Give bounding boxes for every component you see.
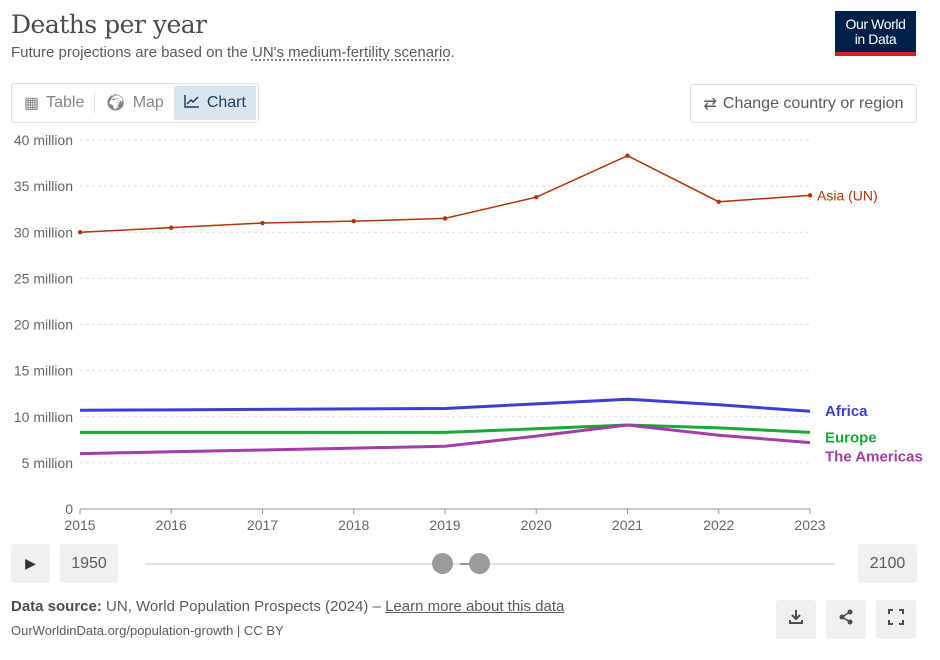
y-tick-label: 35 million [14,178,73,194]
tab-label: Map [132,94,164,111]
data-point [351,218,356,224]
data-point [716,199,721,205]
timeline-start-handle[interactable] [432,553,453,574]
y-tick-label: 40 million [14,132,73,148]
subtitle-text: Future projections are based on the [11,44,252,61]
series-label: Europe [825,429,877,446]
download-button[interactable] [776,600,816,639]
series-label: The Americas [825,449,923,466]
tab-label: Table [46,94,85,111]
series-label: Africa [825,403,868,420]
owid-logo[interactable]: Our World in Data [835,11,916,56]
globe-icon: 🌍︎ [105,95,126,112]
line-chart: 0 5 million 10 million 15 million 20 million… [14,132,923,533]
share-button[interactable] [826,600,866,639]
line-chart-icon [184,94,200,113]
x-tick-label: 2019 [429,517,460,533]
table-icon: ▦ [24,95,40,112]
series-line-africa [79,397,811,413]
fullscreen-button[interactable] [876,600,916,639]
share-icon [838,609,854,630]
end-year-button[interactable]: 2100 [858,544,917,583]
y-tick-label: 0 [65,501,73,517]
series-label: Asia (UN) [817,187,878,203]
play-button[interactable]: ▶ [11,544,50,583]
series-line-the-americas [79,423,811,456]
x-tick-label: 2017 [247,517,278,533]
x-tick-label: 2021 [612,517,643,533]
timeline-selected-range [460,563,474,565]
play-icon: ▶ [25,555,36,571]
x-tick-label: 2020 [521,517,552,533]
page-title: Deaths per year [11,10,207,39]
y-tick-label: 5 million [22,455,73,471]
timeline-end-handle[interactable] [469,553,490,574]
data-source: Data source: UN, World Population Prospe… [11,598,564,615]
y-tick-label: 20 million [14,317,73,333]
y-tick-label: 15 million [14,363,73,379]
source-url[interactable]: OurWorldinData.org/population-growth | C… [11,623,284,638]
x-tick-label: 2016 [156,517,187,533]
x-tick-label: 2018 [338,517,369,533]
tab-map[interactable]: 🌍︎ Map [95,86,173,120]
source-text: UN, World Population Prospects (2024) – [106,598,386,615]
tab-label: Chart [206,94,246,111]
divider [94,93,96,113]
tab-table[interactable]: ▦ Table [14,86,94,120]
y-tick-label: 30 million [14,224,73,240]
subtitle: Future projections are based on the UN's… [11,44,455,61]
source-label: Data source: [11,598,102,615]
change-country-button[interactable]: ⇄ Change country or region [690,84,917,123]
x-tick-label: 2023 [794,517,825,533]
scenario-link[interactable]: UN's medium-fertility scenario [251,44,451,61]
start-year-button[interactable]: 1950 [60,544,118,583]
data-point [807,193,813,198]
data-point [442,216,448,221]
data-point [77,230,83,235]
learn-more-link[interactable]: Learn more about this data [385,598,565,615]
timeline-track[interactable] [145,563,835,565]
x-tick-label: 2015 [64,517,95,533]
subtitle-end: . [450,44,455,61]
download-icon [788,609,804,630]
change-country-label: Change country or region [722,94,904,112]
data-point [169,225,174,230]
data-point [534,194,539,200]
data-point [260,220,265,226]
series-line-asia-un- [79,154,811,233]
y-tick-label: 25 million [14,270,73,286]
y-tick-label: 10 million [14,409,73,425]
series-line-europe [80,423,811,434]
fullscreen-icon [888,609,904,630]
view-tabs: ▦ Table 🌍︎ Map Chart [11,83,259,123]
tab-chart[interactable]: Chart [173,86,256,120]
swap-icon: ⇄ [703,95,717,113]
x-tick-label: 2022 [703,517,734,533]
data-point [625,153,630,158]
